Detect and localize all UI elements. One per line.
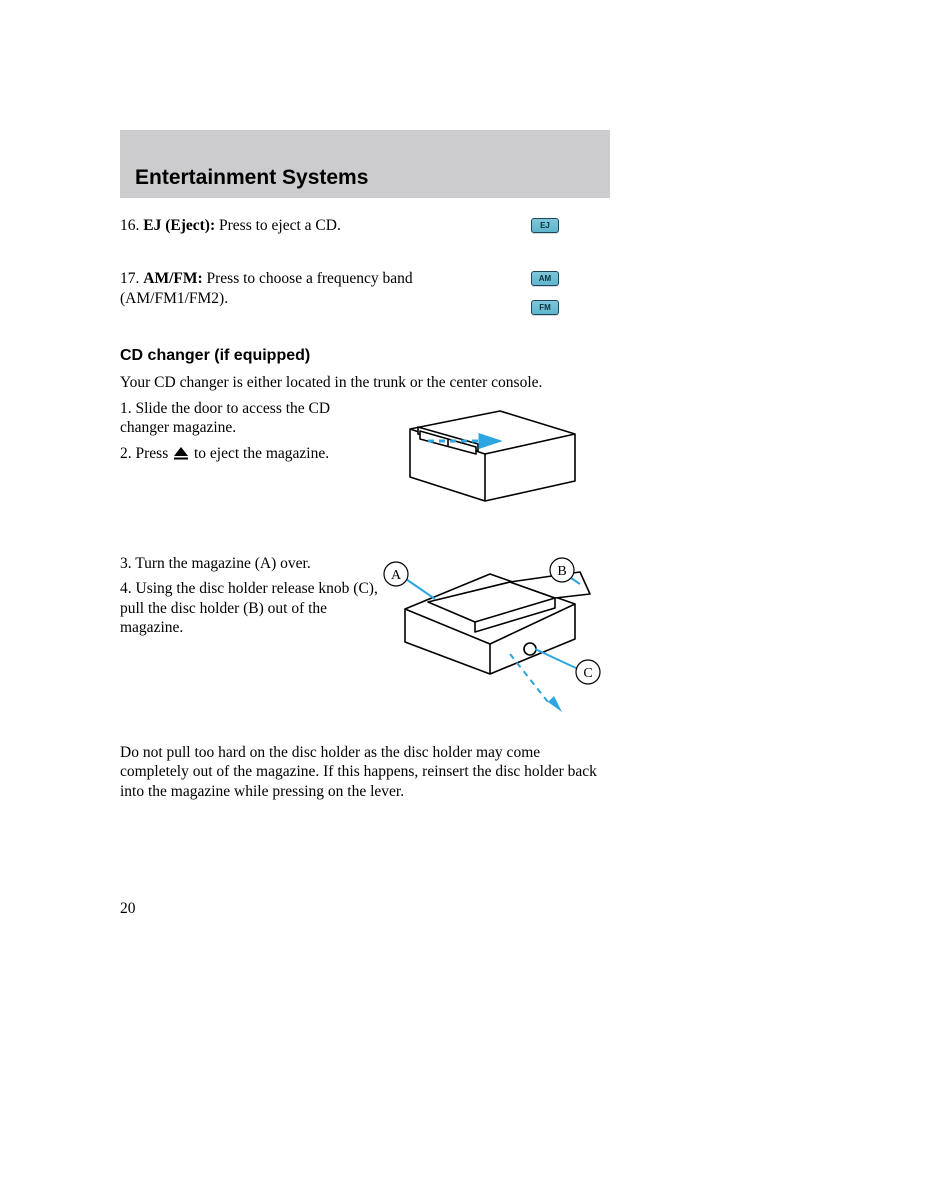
item-17-text: 17. AM/FM: Press to choose a frequency b… <box>120 269 480 308</box>
item-17-row: 17. AM/FM: Press to choose a frequency b… <box>120 269 610 315</box>
item-17-icons: AM FM <box>480 269 610 315</box>
section-title: Entertainment Systems <box>135 166 368 190</box>
cd-warning: Do not pull too hard on the disc holder … <box>120 743 610 801</box>
cd-step1: 1. Slide the door to access the CD chang… <box>120 399 380 438</box>
cd-step2b: to eject the magazine. <box>190 445 329 462</box>
label-b: B <box>557 564 566 579</box>
cd-step12-text: 1. Slide the door to access the CD chang… <box>120 399 380 465</box>
cd-step34-text: 3. Turn the magazine (A) over. 4. Using … <box>120 554 380 638</box>
cd-intro: Your CD changer is either located in the… <box>120 373 610 392</box>
cd-changer-heading: CD changer (if equipped) <box>120 347 610 365</box>
item-16-text: 16. EJ (Eject): Press to eject a CD. <box>120 216 480 235</box>
eject-icon <box>172 446 190 465</box>
cd-step34-row: 3. Turn the magazine (A) over. 4. Using … <box>120 554 610 729</box>
header-band: Entertainment Systems <box>120 130 610 198</box>
label-c: C <box>583 666 592 681</box>
item-16-icons: EJ <box>480 216 610 233</box>
item-16-rest: Press to eject a CD. <box>215 217 341 234</box>
item-16-row: 16. EJ (Eject): Press to eject a CD. EJ <box>120 216 610 235</box>
cd-step3: 3. Turn the magazine (A) over. <box>120 554 380 573</box>
cd-step2a: 2. Press <box>120 445 172 462</box>
item-17-num: 17. <box>120 270 143 287</box>
page-number: 20 <box>120 900 136 918</box>
item-16-bold: EJ (Eject): <box>143 217 215 234</box>
label-a: A <box>391 568 402 583</box>
cd-step2: 2. Press to eject the magazine. <box>120 444 380 465</box>
manual-page: Entertainment Systems 16. EJ (Eject): Pr… <box>120 130 610 801</box>
cd-step4: 4. Using the disc holder release knob (C… <box>120 579 380 637</box>
ej-button-icon: EJ <box>531 218 559 233</box>
cd-changer-diagram-2: A B C <box>380 554 610 729</box>
fm-button-icon: FM <box>531 300 559 315</box>
item-16-num: 16. <box>120 217 143 234</box>
am-button-icon: AM <box>531 271 559 286</box>
cd-changer-diagram-1 <box>380 399 610 524</box>
cd-step12-row: 1. Slide the door to access the CD chang… <box>120 399 610 524</box>
item-17-bold: AM/FM: <box>143 270 202 287</box>
